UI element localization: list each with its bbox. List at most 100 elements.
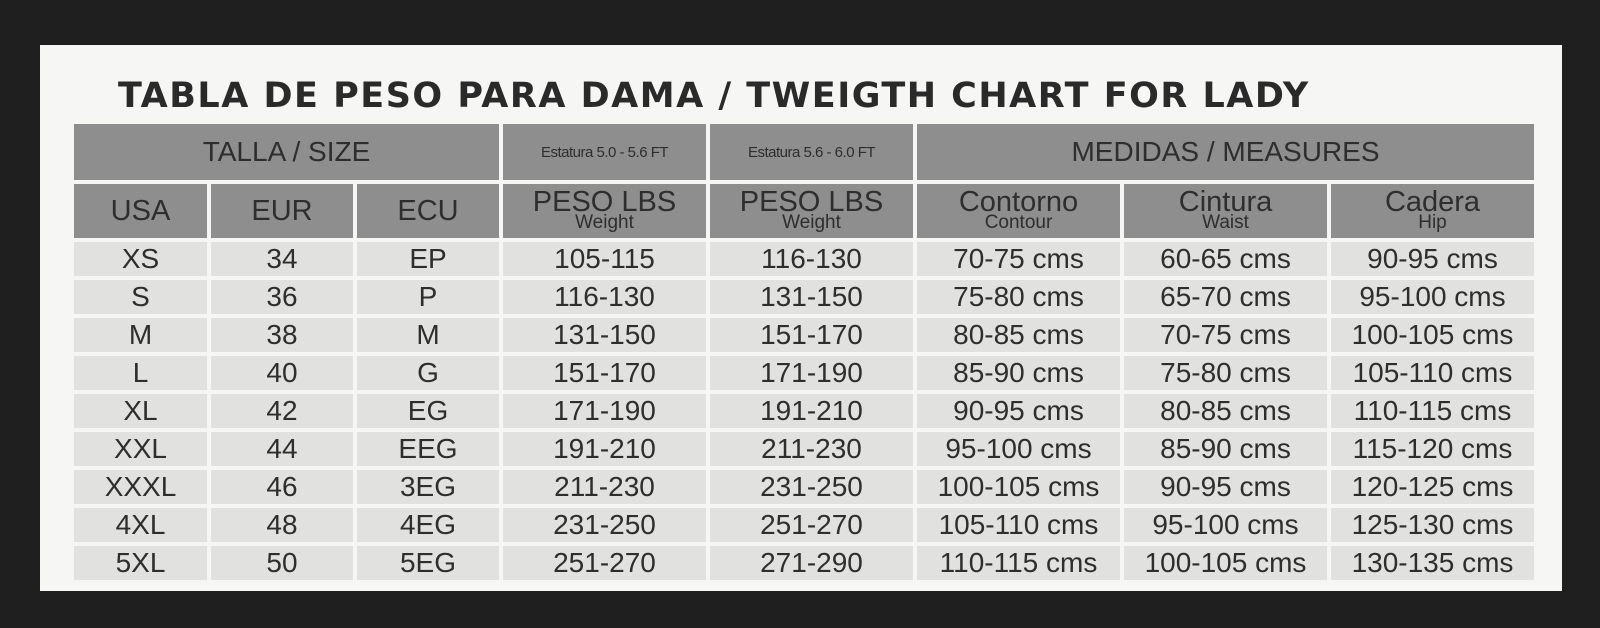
- table-cell: 110-115 cms: [917, 546, 1120, 580]
- table-cell: P: [357, 280, 499, 314]
- table-cell: 36: [211, 280, 353, 314]
- table-cell: 95-100 cms: [917, 432, 1120, 466]
- table-cell: 125-130 cms: [1331, 508, 1534, 542]
- table-cell: 75-80 cms: [917, 280, 1120, 314]
- column-label: Cintura: [1178, 186, 1273, 218]
- group-header-measures: MEDIDAS / MEASURES: [917, 124, 1534, 180]
- table-cell: 211-230: [503, 470, 706, 504]
- table-cell: 70-75 cms: [917, 242, 1120, 276]
- table-cell: 151-170: [503, 356, 706, 390]
- table-cell: XXL: [74, 432, 207, 466]
- table-cell: G: [357, 356, 499, 390]
- table-cell: 5XL: [74, 546, 207, 580]
- table-cell: L: [74, 356, 207, 390]
- table-cell: 110-115 cms: [1331, 394, 1534, 428]
- table-cell: 95-100 cms: [1124, 508, 1327, 542]
- table-cell: 151-170: [710, 318, 913, 352]
- table-cell: 34: [211, 242, 353, 276]
- column-header: Cintura Waist: [1124, 184, 1327, 238]
- table-cell: EEG: [357, 432, 499, 466]
- column-label: EUR: [251, 195, 313, 227]
- table-cell: 171-190: [503, 394, 706, 428]
- table-row: XS 34 EP 105-115 116-130 70-75 cms 60-65 cms 90…: [74, 242, 1534, 276]
- size-table: TALLA / SIZE Estatura 5.0 - 5.6 FT Estat…: [70, 120, 1538, 584]
- column-header: EUR: [211, 184, 353, 238]
- table-cell: 191-210: [710, 394, 913, 428]
- table-cell: 5EG: [357, 546, 499, 580]
- table-cell: 116-130: [503, 280, 706, 314]
- table-cell: 50: [211, 546, 353, 580]
- column-label: PESO LBS: [532, 186, 677, 218]
- column-header: USA: [74, 184, 207, 238]
- table-row: XXL 44 EEG 191-210 211-230 95-100 cms 85-90 cm…: [74, 432, 1534, 466]
- table-cell: 105-110 cms: [1331, 356, 1534, 390]
- column-label: USA: [110, 195, 171, 227]
- table-cell: 171-190: [710, 356, 913, 390]
- table-cell: 191-210: [503, 432, 706, 466]
- table-row: 4XL 48 4EG 231-250 251-270 105-110 cms 95-100 …: [74, 508, 1534, 542]
- table-cell: 80-85 cms: [1124, 394, 1327, 428]
- column-label: Contorno: [958, 186, 1079, 218]
- table-cell: 40: [211, 356, 353, 390]
- table-cell: XXXL: [74, 470, 207, 504]
- table-cell: 90-95 cms: [917, 394, 1120, 428]
- column-sublabel: Contour: [984, 212, 1053, 233]
- column-sublabel: Weight: [575, 212, 634, 233]
- table-cell: 116-130: [710, 242, 913, 276]
- table-cell: 251-270: [503, 546, 706, 580]
- table-cell: 105-110 cms: [917, 508, 1120, 542]
- table-cell: 60-65 cms: [1124, 242, 1327, 276]
- table-cell: EP: [357, 242, 499, 276]
- table-cell: 80-85 cms: [917, 318, 1120, 352]
- column-label: ECU: [397, 195, 459, 227]
- chart-title: TABLA DE PESO PARA DAMA / TWEIGTH CHART …: [118, 76, 1310, 116]
- table-cell: 46: [211, 470, 353, 504]
- column-header: Cadera Hip: [1331, 184, 1534, 238]
- column-header: PESO LBS Weight: [710, 184, 913, 238]
- table-cell: 100-105 cms: [1331, 318, 1534, 352]
- table-cell: 115-120 cms: [1331, 432, 1534, 466]
- column-sublabel: Waist: [1202, 212, 1249, 233]
- table-cell: 131-150: [710, 280, 913, 314]
- table-cell: M: [74, 318, 207, 352]
- table-cell: 38: [211, 318, 353, 352]
- table-cell: XS: [74, 242, 207, 276]
- table-cell: 211-230: [710, 432, 913, 466]
- table-cell: 85-90 cms: [1124, 432, 1327, 466]
- table-row: S 36 P 116-130 131-150 75-80 cms 65-70 cms 95-1…: [74, 280, 1534, 314]
- group-header-height1: Estatura 5.0 - 5.6 FT: [503, 124, 706, 180]
- column-header: ECU: [357, 184, 499, 238]
- table-cell: 120-125 cms: [1331, 470, 1534, 504]
- table-cell: 130-135 cms: [1331, 546, 1534, 580]
- group-header-size: TALLA / SIZE: [74, 124, 499, 180]
- column-label: Cadera: [1384, 186, 1481, 218]
- table-cell: 95-100 cms: [1331, 280, 1534, 314]
- table-cell: 100-105 cms: [1124, 546, 1327, 580]
- table-row: XL 42 EG 171-190 191-210 90-95 cms 80-85 cms 11…: [74, 394, 1534, 428]
- table-cell: 231-250: [503, 508, 706, 542]
- column-sublabel: Weight: [782, 212, 841, 233]
- table-cell: 85-90 cms: [917, 356, 1120, 390]
- table-cell: 271-290: [710, 546, 913, 580]
- table-cell: 90-95 cms: [1331, 242, 1534, 276]
- table-cell: EG: [357, 394, 499, 428]
- column-label: PESO LBS: [739, 186, 884, 218]
- table-cell: 44: [211, 432, 353, 466]
- table-row: M 38 M 131-150 151-170 80-85 cms 70-75 cms 100-…: [74, 318, 1534, 352]
- table-row: L 40 G 151-170 171-190 85-90 cms 75-80 cms 105-…: [74, 356, 1534, 390]
- column-header: PESO LBS Weight: [503, 184, 706, 238]
- table-cell: 251-270: [710, 508, 913, 542]
- table-cell: M: [357, 318, 499, 352]
- table-cell: XL: [74, 394, 207, 428]
- table-cell: 70-75 cms: [1124, 318, 1327, 352]
- group-header-height2: Estatura 5.6 - 6.0 FT: [710, 124, 913, 180]
- table-cell: 42: [211, 394, 353, 428]
- table-row: XXXL 46 3EG 211-230 231-250 100-105 cms 90-95 …: [74, 470, 1534, 504]
- table-cell: 105-115: [503, 242, 706, 276]
- table-cell: 4EG: [357, 508, 499, 542]
- table-cell: S: [74, 280, 207, 314]
- table-cell: 100-105 cms: [917, 470, 1120, 504]
- table-row: 5XL 50 5EG 251-270 271-290 110-115 cms 100-105…: [74, 546, 1534, 580]
- table-cell: 65-70 cms: [1124, 280, 1327, 314]
- table-cell: 90-95 cms: [1124, 470, 1327, 504]
